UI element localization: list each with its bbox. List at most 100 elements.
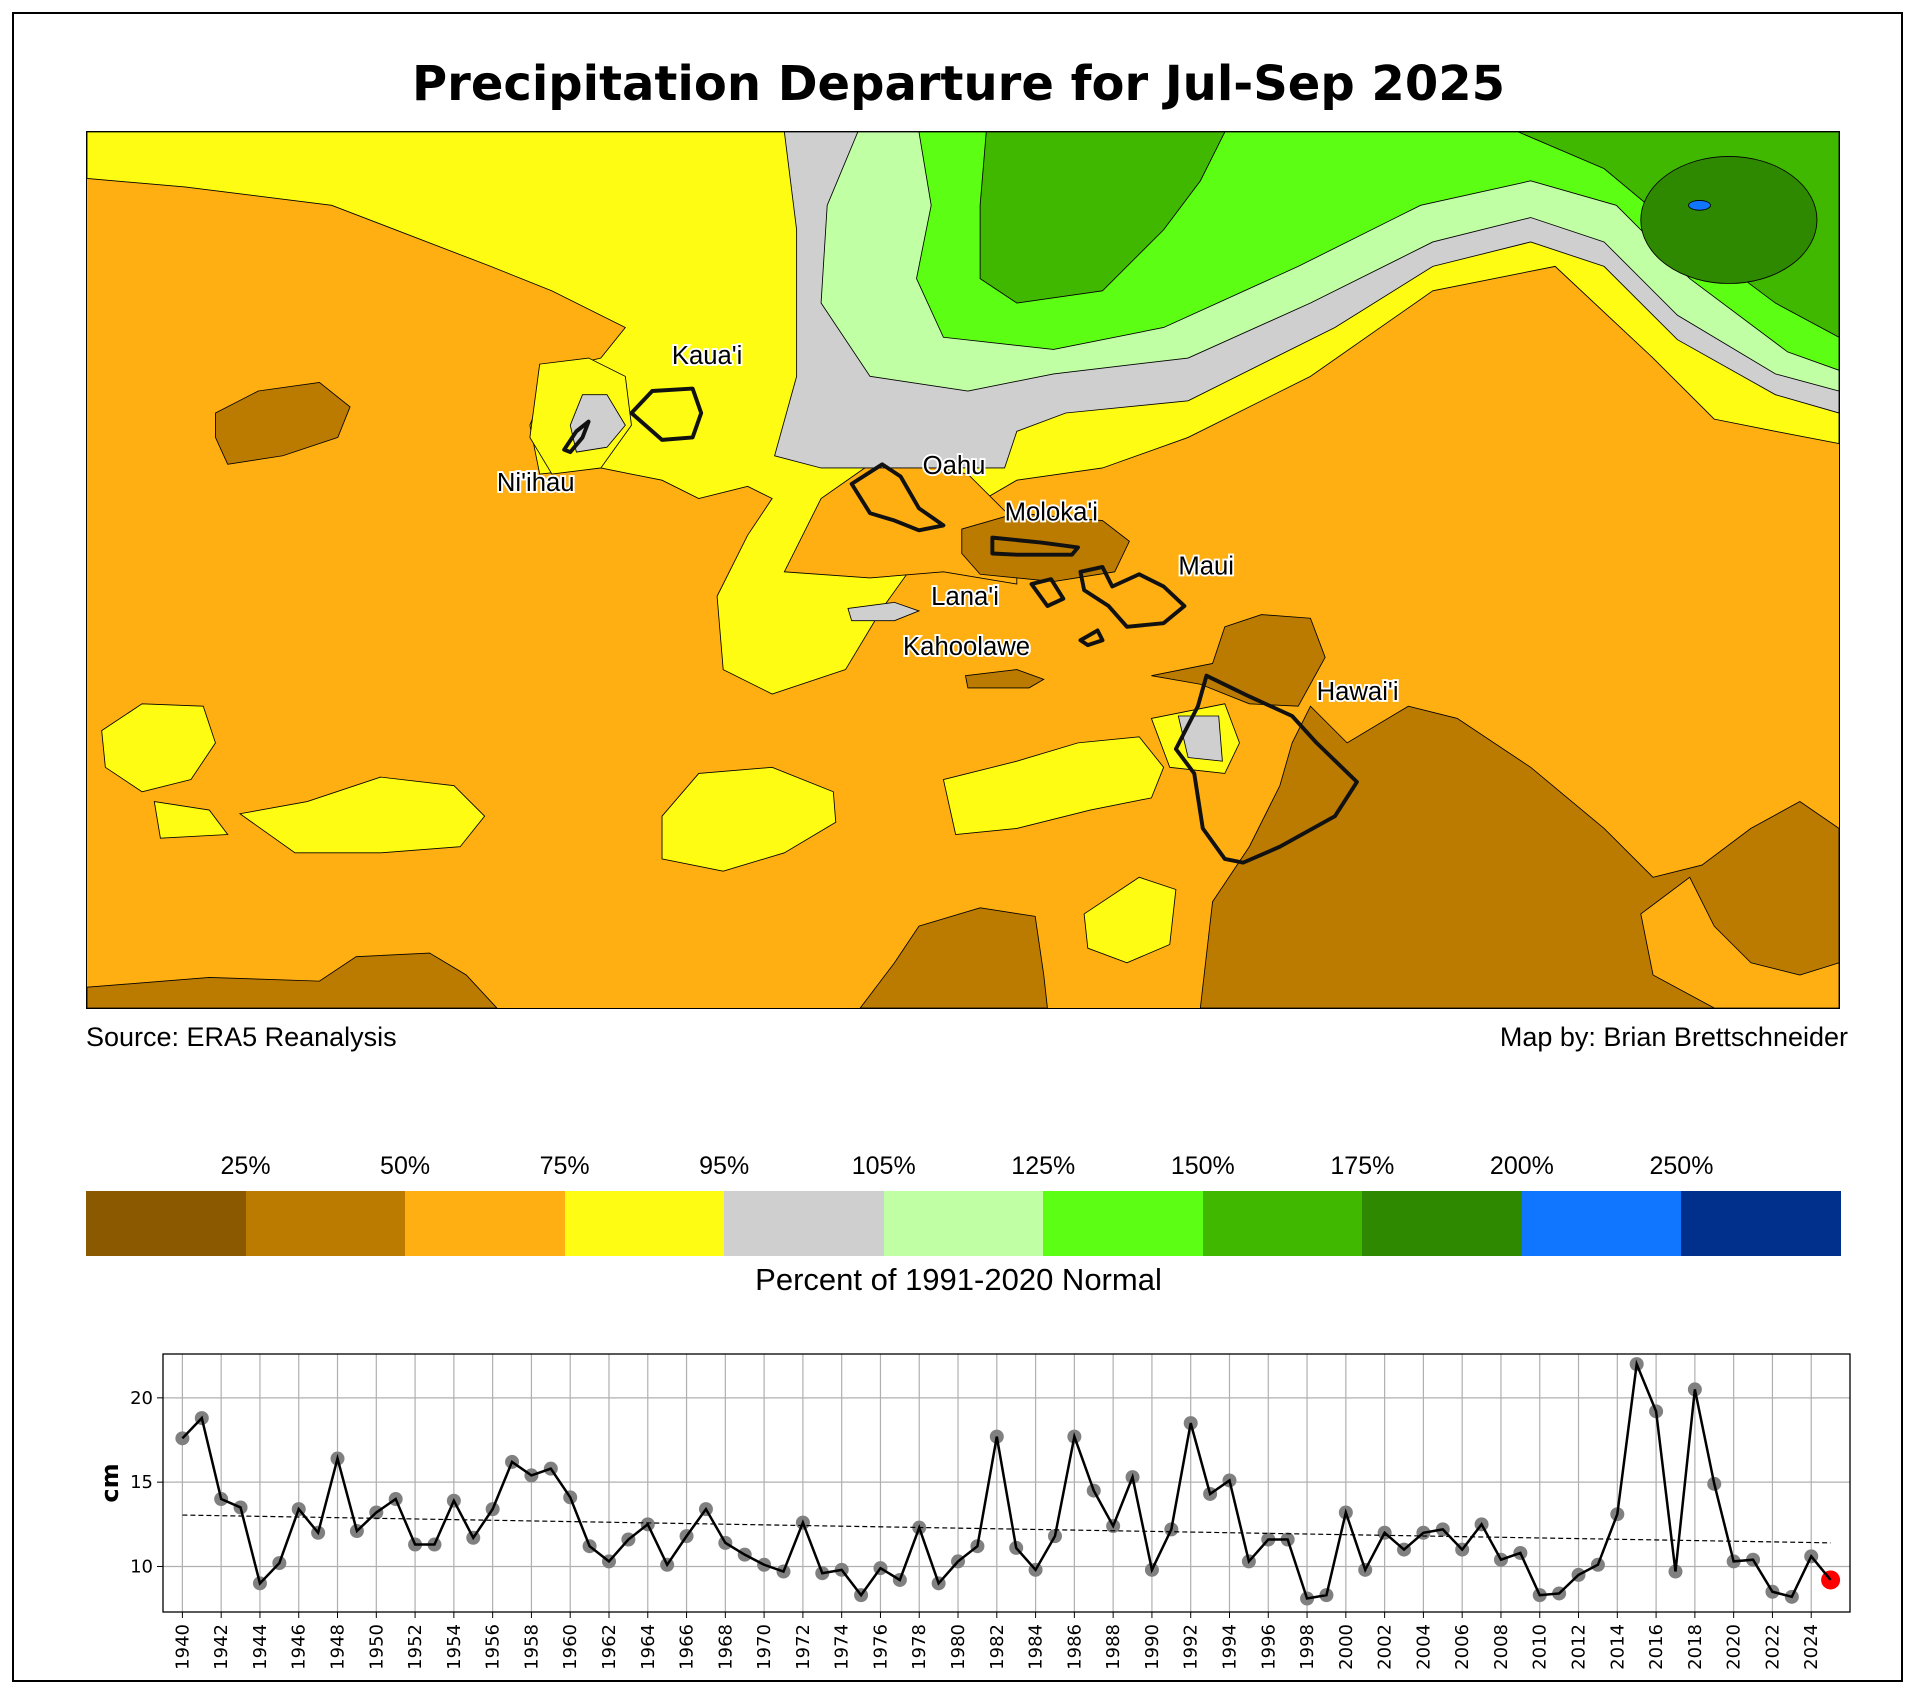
colorbar-swatch-0 bbox=[86, 1191, 246, 1256]
credit-text: Map by: Brian Brettschneider bbox=[1499, 1022, 1848, 1052]
yellow-blob-4 bbox=[661, 766, 837, 872]
colorbar-swatch-2 bbox=[405, 1191, 565, 1256]
gray-hawaii-west bbox=[1177, 715, 1223, 762]
colorbar-label: 150% bbox=[1170, 1152, 1235, 1180]
trend-line bbox=[182, 1514, 1831, 1544]
x-tick-label: 2002 bbox=[1375, 1624, 1396, 1670]
x-tick-label: 1988 bbox=[1103, 1624, 1124, 1670]
x-tick-label: 2008 bbox=[1491, 1624, 1512, 1670]
colorbar-swatch-4 bbox=[724, 1191, 884, 1256]
x-tick-label: 1976 bbox=[870, 1624, 891, 1670]
x-tick-label: 2004 bbox=[1413, 1624, 1434, 1670]
x-tick-label: 1950 bbox=[366, 1624, 387, 1670]
brown-molokai bbox=[961, 512, 1130, 583]
orange-se-inlet bbox=[1640, 876, 1839, 1008]
label-lanai: Lana'i bbox=[931, 583, 999, 611]
colorbar-swatch-1 bbox=[245, 1191, 406, 1256]
brown-south-center bbox=[859, 907, 1048, 1008]
x-tick-label: 1940 bbox=[172, 1624, 193, 1670]
x-tick-label: 1964 bbox=[638, 1624, 659, 1670]
x-tick-label: 1992 bbox=[1181, 1624, 1202, 1670]
island-maui bbox=[1078, 564, 1187, 629]
x-tick-label: 2022 bbox=[1762, 1624, 1783, 1670]
series-line bbox=[181, 1359, 1832, 1600]
x-tick-label: 1974 bbox=[832, 1624, 853, 1670]
x-tick-label: 1948 bbox=[328, 1624, 349, 1670]
island-lanai bbox=[1029, 577, 1066, 608]
x-tick-label: 1968 bbox=[715, 1624, 736, 1670]
colorbar-swatch-6 bbox=[1043, 1191, 1203, 1256]
colorbar-title: Percent of 1991-2020 Normal bbox=[755, 1262, 1162, 1297]
x-tick-label: 1962 bbox=[599, 1624, 620, 1670]
x-tick-label: 2014 bbox=[1607, 1624, 1628, 1670]
colorbar-label: 25% bbox=[220, 1152, 271, 1180]
plot-frame bbox=[162, 1353, 1851, 1613]
precipitation-map: Kaua'i Ni'ihau Oahu Moloka'i Maui Lana'i… bbox=[86, 131, 1840, 1009]
x-tick-label: 1958 bbox=[521, 1624, 542, 1670]
x-tick-label: 1986 bbox=[1064, 1624, 1085, 1670]
x-tick-label: 1970 bbox=[754, 1624, 775, 1670]
y-tick-label: 20 bbox=[130, 1388, 153, 1409]
island-oahu bbox=[849, 462, 946, 533]
y-tick-label: 15 bbox=[130, 1472, 153, 1493]
label-kahoolawe: Kahoolawe bbox=[903, 633, 1030, 661]
x-tick-label: 2024 bbox=[1801, 1624, 1822, 1670]
x-tick-label: 1978 bbox=[909, 1624, 930, 1670]
y-axis-label: cm bbox=[96, 1463, 124, 1502]
brown-hawaii-north bbox=[1151, 614, 1326, 707]
colorbar bbox=[86, 1191, 1842, 1256]
island-niihau bbox=[562, 419, 591, 455]
brown-southwest bbox=[87, 952, 498, 1008]
x-tick-label: 1994 bbox=[1219, 1624, 1240, 1670]
colorbar-swatch-10 bbox=[1681, 1191, 1842, 1256]
colorbar-label: 250% bbox=[1649, 1152, 1714, 1180]
x-tick-label: 1972 bbox=[793, 1624, 814, 1670]
brown-kauai-west bbox=[215, 382, 351, 465]
colorbar-swatch-5 bbox=[883, 1191, 1044, 1256]
x-tick-label: 1946 bbox=[289, 1624, 310, 1670]
label-oahu: Oahu bbox=[923, 452, 986, 480]
x-tick-label: 2006 bbox=[1452, 1624, 1473, 1670]
x-tick-label: 1942 bbox=[211, 1624, 232, 1670]
yellow-blob-3 bbox=[153, 801, 229, 839]
x-tick-label: 2010 bbox=[1530, 1624, 1551, 1670]
yellow-blob-5 bbox=[942, 736, 1165, 835]
island-kahoolawe bbox=[1078, 628, 1105, 648]
brown-kahoolawe-south bbox=[964, 669, 1045, 689]
label-molokai: Moloka'i bbox=[1005, 499, 1098, 527]
source-text: Source: ERA5 Reanalysis bbox=[86, 1022, 397, 1052]
x-tick-label: 2000 bbox=[1336, 1624, 1357, 1670]
x-tick-label: 1984 bbox=[1026, 1624, 1047, 1670]
yellow-blob-6 bbox=[1083, 876, 1177, 964]
x-tick-label: 1966 bbox=[677, 1624, 698, 1670]
x-tick-label: 1980 bbox=[948, 1624, 969, 1670]
yellow-blob-2 bbox=[238, 776, 486, 854]
colorbar-swatch-8 bbox=[1362, 1191, 1522, 1256]
gray-channel bbox=[847, 601, 921, 622]
x-tick-label: 1998 bbox=[1297, 1624, 1318, 1670]
region-250-plus bbox=[1688, 199, 1711, 211]
region-200-250 bbox=[1640, 156, 1818, 284]
figure-border bbox=[12, 12, 1903, 1682]
label-hawaii: Hawai'i bbox=[1317, 678, 1399, 706]
colorbar-label: 200% bbox=[1489, 1152, 1554, 1180]
x-tick-label: 1952 bbox=[405, 1624, 426, 1670]
colorbar-swatch-7 bbox=[1202, 1191, 1363, 1256]
x-tick-label: 1954 bbox=[444, 1624, 465, 1670]
colorbar-swatch-9 bbox=[1521, 1191, 1682, 1256]
colorbar-label: 105% bbox=[851, 1152, 916, 1180]
colorbar-label: 75% bbox=[539, 1152, 590, 1180]
x-tick-label: 1956 bbox=[483, 1624, 504, 1670]
x-tick-label: 1960 bbox=[560, 1624, 581, 1670]
x-tick-label: 1990 bbox=[1142, 1624, 1163, 1670]
island-molokai bbox=[990, 535, 1080, 557]
label-niihau: Ni'ihau bbox=[497, 469, 575, 497]
colorbar-label: 125% bbox=[1011, 1152, 1076, 1180]
x-tick-label: 2018 bbox=[1685, 1624, 1706, 1670]
x-tick-label: 1996 bbox=[1258, 1624, 1279, 1670]
colorbar-swatch-3 bbox=[564, 1191, 725, 1256]
x-tick-label: 1982 bbox=[987, 1624, 1008, 1670]
region-175-200-west bbox=[979, 132, 1226, 304]
